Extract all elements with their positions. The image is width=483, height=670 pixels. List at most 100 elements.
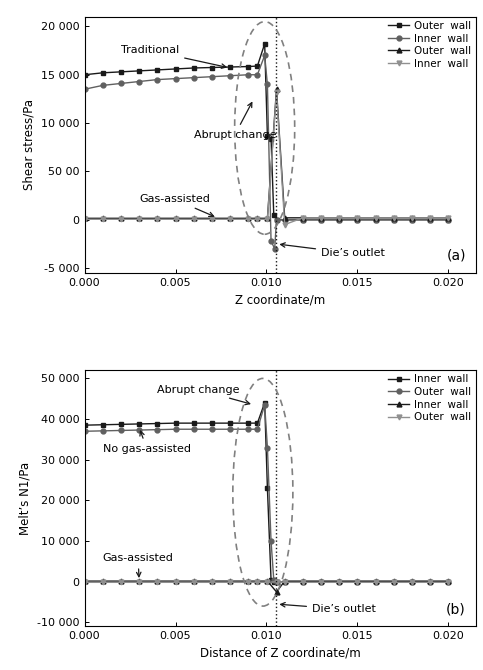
Outer  wall (445, 214, 451, 222)
Inner  wall (282, 220, 287, 228)
Inner  wall (268, 237, 274, 245)
Legend: Inner  wall, Outer  wall, Inner  wall, Outer  wall: Inner wall, Outer wall, Inner wall, Oute… (386, 373, 474, 424)
Outer  wall (391, 214, 397, 222)
Outer  wall (191, 214, 197, 222)
Outer  wall (100, 214, 106, 222)
Inner  wall (300, 216, 306, 224)
Outer  wall (172, 214, 178, 222)
Inner  wall (255, 215, 260, 223)
Outer  wall (172, 578, 178, 586)
Outer  wall (409, 578, 415, 586)
Outer  wall (155, 66, 160, 74)
Outer  wall (82, 427, 87, 436)
Outer  wall (355, 578, 360, 586)
Inner  wall (445, 577, 451, 585)
Inner  wall (391, 578, 397, 586)
Outer  wall (255, 578, 260, 586)
Inner  wall (445, 578, 451, 586)
Inner  wall (245, 215, 251, 223)
Inner  wall (445, 216, 451, 224)
Y-axis label: Melt’s N1/Pa: Melt’s N1/Pa (19, 462, 31, 535)
Inner  wall (273, 578, 279, 586)
Inner  wall (118, 577, 124, 585)
Inner  wall (391, 216, 397, 224)
Inner  wall (318, 577, 324, 585)
Outer  wall (391, 216, 397, 224)
Outer  wall (191, 578, 197, 586)
Outer  wall (336, 214, 342, 222)
Outer  wall (100, 427, 106, 435)
Inner  wall (409, 216, 415, 224)
Outer  wall (336, 578, 342, 586)
Outer  wall (282, 578, 287, 586)
Inner  wall (100, 577, 106, 585)
Inner  wall (336, 214, 342, 222)
Inner  wall (265, 215, 270, 223)
Outer  wall (265, 578, 270, 586)
Y-axis label: Shear stress/Pa: Shear stress/Pa (23, 99, 35, 190)
Inner  wall (282, 216, 287, 224)
Inner  wall (82, 421, 87, 429)
Outer  wall (209, 425, 215, 433)
Outer  wall (318, 214, 324, 222)
Outer  wall (118, 426, 124, 434)
Outer  wall (409, 216, 415, 224)
Text: Traditional: Traditional (121, 46, 226, 68)
Inner  wall (155, 419, 160, 427)
Line: Inner  wall: Inner wall (82, 401, 451, 584)
Inner  wall (255, 577, 260, 585)
Outer  wall (373, 578, 379, 586)
Outer  wall (255, 214, 260, 222)
Outer  wall (191, 425, 197, 433)
Inner  wall (136, 577, 142, 585)
Inner  wall (282, 578, 287, 586)
Inner  wall (336, 578, 342, 586)
Outer  wall (209, 64, 215, 72)
Outer  wall (265, 131, 270, 139)
Inner  wall (82, 577, 87, 585)
Inner  wall (300, 577, 306, 585)
Inner  wall (373, 578, 379, 586)
Outer  wall (265, 214, 270, 222)
Inner  wall (191, 74, 197, 82)
Inner  wall (373, 214, 379, 222)
Inner  wall (245, 71, 251, 79)
Inner  wall (427, 214, 433, 222)
Inner  wall (155, 76, 160, 84)
Outer  wall (427, 216, 433, 224)
Inner  wall (191, 577, 197, 585)
Inner  wall (100, 215, 106, 223)
Inner  wall (118, 215, 124, 223)
Outer  wall (273, 85, 279, 93)
Outer  wall (262, 401, 268, 409)
Outer  wall (118, 68, 124, 76)
Outer  wall (191, 64, 197, 72)
Inner  wall (227, 577, 233, 585)
Inner  wall (191, 419, 197, 427)
Text: Die’s outlet: Die’s outlet (281, 243, 385, 259)
Outer  wall (282, 578, 287, 586)
Outer  wall (273, 578, 279, 586)
Inner  wall (282, 577, 287, 585)
Outer  wall (227, 63, 233, 71)
Inner  wall (427, 577, 433, 585)
Outer  wall (100, 69, 106, 77)
Outer  wall (209, 578, 215, 586)
Outer  wall (245, 425, 251, 433)
Outer  wall (318, 578, 324, 586)
Outer  wall (118, 214, 124, 222)
Legend: Outer  wall, Inner  wall, Outer  wall, Inner  wall: Outer wall, Inner wall, Outer wall, Inne… (386, 19, 474, 71)
Inner  wall (409, 578, 415, 586)
Inner  wall (355, 577, 360, 585)
Inner  wall (227, 72, 233, 80)
Inner  wall (409, 577, 415, 585)
Outer  wall (255, 425, 260, 433)
Outer  wall (409, 578, 415, 586)
Outer  wall (373, 578, 379, 586)
Outer  wall (318, 216, 324, 224)
Outer  wall (100, 578, 106, 586)
Inner  wall (209, 419, 215, 427)
Inner  wall (262, 399, 268, 407)
Outer  wall (227, 214, 233, 222)
Inner  wall (268, 576, 274, 584)
